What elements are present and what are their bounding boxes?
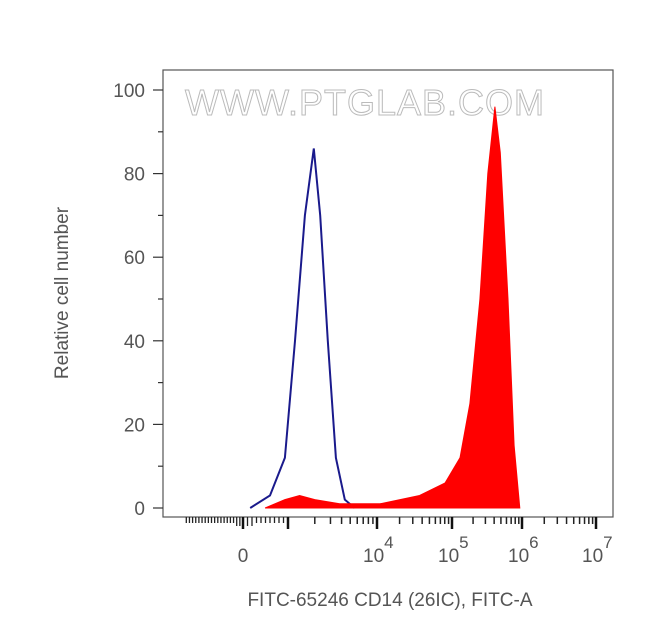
- x-tick-label: 107: [582, 533, 613, 567]
- series-filled-area: [264, 106, 521, 509]
- plot-frame: [162, 69, 614, 518]
- axes-layer: 0 20 40 60 80 100 0 104 105 106 107: [113, 81, 612, 567]
- y-tick-label: 0: [134, 499, 145, 520]
- x-tick-label: 105: [438, 533, 469, 567]
- x-tick-label: 0: [238, 546, 249, 567]
- x-tick-label: 106: [508, 533, 539, 567]
- series-layer: [249, 106, 521, 509]
- y-tick-label: 60: [124, 248, 145, 269]
- y-tick-label: 20: [124, 415, 145, 436]
- x-tick-label: 104: [363, 533, 394, 567]
- y-tick-label: 40: [124, 332, 145, 353]
- y-axis-title: Relative cell number: [52, 206, 73, 379]
- series-outline: [249, 148, 356, 509]
- y-tick-label: 80: [124, 165, 145, 186]
- watermark: WWW.PTGLAB.COM: [185, 82, 545, 123]
- x-axis-title: FITC-65246 CD14 (26IC), FITC-A: [247, 590, 532, 611]
- y-tick-label: 100: [113, 81, 145, 102]
